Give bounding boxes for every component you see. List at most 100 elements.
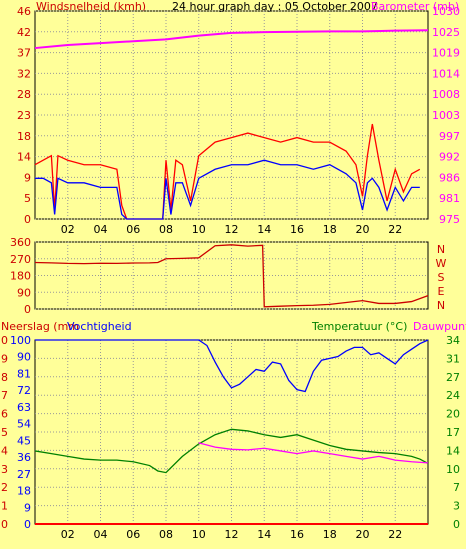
y-tick-label: 180 bbox=[10, 270, 31, 283]
x-tick-label: 14 bbox=[257, 528, 271, 541]
rain-tick-label: 10 bbox=[0, 334, 8, 347]
panel3-series bbox=[34, 339, 429, 525]
temperature-tick-label: 24 bbox=[446, 389, 460, 402]
y-tick-label: 37 bbox=[17, 47, 31, 60]
y-tick-label: 9 bbox=[24, 171, 31, 184]
y-tick-label: 0 bbox=[24, 303, 31, 316]
humidity-tick-label: 9 bbox=[24, 501, 31, 514]
panel1-x-ticks: 02 04 06 08 10 12 14 16 18 20 22 bbox=[61, 223, 403, 236]
series-line bbox=[34, 428, 429, 474]
x-tick-label: 18 bbox=[323, 528, 337, 541]
x-tick-label: 06 bbox=[126, 223, 140, 236]
series-line bbox=[34, 29, 429, 50]
humidity-tick-label: 18 bbox=[17, 485, 31, 498]
barometer-axis-label: Barometer (mb) bbox=[371, 0, 459, 13]
x-tick-label: 22 bbox=[388, 528, 402, 541]
y-tick-label: 18 bbox=[17, 130, 31, 143]
compass-label: S bbox=[438, 271, 445, 284]
series-line bbox=[34, 244, 429, 308]
humidity-tick-label: 81 bbox=[17, 367, 31, 380]
compass-label: N bbox=[437, 243, 445, 256]
y-tick-label: 997 bbox=[439, 130, 460, 143]
humidity-tick-label: 0 bbox=[24, 518, 31, 531]
y-tick-label: 986 bbox=[439, 171, 460, 184]
temperature-tick-label: 31 bbox=[446, 352, 460, 365]
x-tick-label: 16 bbox=[290, 223, 304, 236]
y-tick-label: 992 bbox=[439, 151, 460, 164]
y-tick-label: 23 bbox=[17, 109, 31, 122]
x-tick-label: 12 bbox=[225, 223, 239, 236]
dewpoint-axis-label: Dauwpunt bbox=[413, 320, 466, 333]
panel1-series bbox=[34, 29, 429, 220]
y-tick-label: 1014 bbox=[432, 67, 460, 80]
panel3-x-ticks: 02 04 06 08 10 12 14 16 18 20 22 bbox=[61, 528, 403, 541]
humidity-tick-label: 63 bbox=[17, 401, 31, 414]
y-tick-label: 360 bbox=[10, 236, 31, 249]
temperature-tick-label: 10 bbox=[446, 463, 460, 476]
y-tick-label: 1025 bbox=[432, 26, 460, 39]
temperature-axis-label: Temperatuur (°C) bbox=[311, 320, 407, 333]
x-tick-label: 12 bbox=[225, 528, 239, 541]
rain-tick-label: 9 bbox=[1, 352, 8, 365]
rain-axis-label: Neerslag (mm bbox=[1, 320, 79, 333]
humidity-tick-label: 45 bbox=[17, 434, 31, 447]
graph-title: 24 hour graph day : 05 October 2007 bbox=[172, 0, 378, 13]
series-line bbox=[35, 159, 420, 220]
y-tick-label: 975 bbox=[439, 213, 460, 226]
temperature-tick-label: 17 bbox=[446, 426, 460, 439]
temperature-tick-label: 27 bbox=[446, 371, 460, 384]
x-tick-label: 14 bbox=[257, 223, 271, 236]
rain-tick-label: 5 bbox=[1, 426, 8, 439]
humidity-axis-label: Vochtigheid bbox=[67, 320, 132, 333]
x-tick-label: 04 bbox=[94, 528, 108, 541]
x-tick-label: 20 bbox=[356, 528, 370, 541]
rain-tick-label: 6 bbox=[1, 408, 8, 421]
rain-tick-label: 0 bbox=[1, 518, 8, 531]
x-tick-label: 04 bbox=[94, 223, 108, 236]
x-tick-label: 20 bbox=[356, 223, 370, 236]
y-tick-label: 90 bbox=[17, 286, 31, 299]
x-tick-label: 06 bbox=[126, 528, 140, 541]
humidity-tick-label: 100 bbox=[10, 334, 31, 347]
x-tick-label: 10 bbox=[192, 223, 206, 236]
rain-tick-label: 1 bbox=[1, 500, 8, 513]
y-tick-label: 270 bbox=[10, 253, 31, 266]
panel3-rain-ticks: 109876543210 bbox=[0, 334, 8, 531]
y-tick-label: 5 bbox=[24, 192, 31, 205]
temperature-tick-label: 0 bbox=[453, 518, 460, 531]
x-tick-label: 10 bbox=[192, 528, 206, 541]
rain-tick-label: 3 bbox=[1, 463, 8, 476]
humidity-tick-label: 90 bbox=[17, 351, 31, 364]
rain-tick-label: 7 bbox=[1, 389, 8, 402]
series-line bbox=[198, 442, 429, 464]
temperature-tick-label: 7 bbox=[453, 481, 460, 494]
rain-tick-label: 4 bbox=[1, 444, 8, 457]
y-tick-label: 32 bbox=[17, 67, 31, 80]
humidity-tick-label: 72 bbox=[17, 384, 31, 397]
humidity-tick-label: 54 bbox=[17, 418, 31, 431]
temperature-tick-label: 34 bbox=[446, 334, 460, 347]
rain-tick-label: 8 bbox=[1, 371, 8, 384]
y-tick-label: 28 bbox=[17, 88, 31, 101]
humidity-tick-label: 27 bbox=[17, 468, 31, 481]
panel3-temperature-ticks: 34 31 27 24 20 17 14 10 7 3 0 bbox=[446, 334, 460, 531]
y-tick-label: 1008 bbox=[432, 88, 460, 101]
panel2-series bbox=[34, 244, 429, 308]
y-tick-label: 981 bbox=[439, 192, 460, 205]
series-line bbox=[34, 123, 421, 220]
panel2-left-ticks: 360 270 180 90 0 bbox=[10, 236, 31, 316]
x-tick-label: 08 bbox=[159, 223, 173, 236]
x-tick-label: 08 bbox=[159, 528, 173, 541]
x-tick-label: 22 bbox=[388, 223, 402, 236]
temperature-tick-label: 3 bbox=[453, 500, 460, 513]
x-tick-label: 02 bbox=[61, 528, 75, 541]
compass-label: W bbox=[436, 257, 447, 270]
panel2-grid bbox=[35, 241, 428, 310]
x-tick-label: 16 bbox=[290, 528, 304, 541]
temperature-tick-label: 14 bbox=[446, 444, 460, 457]
